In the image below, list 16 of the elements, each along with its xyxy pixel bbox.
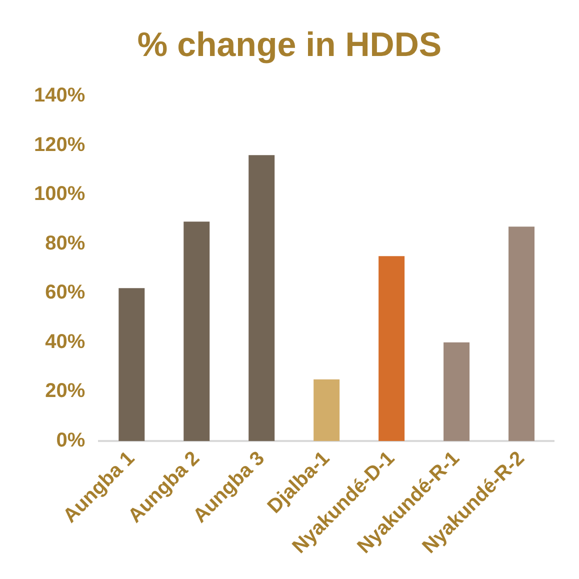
y-tick-label: 100% (34, 183, 86, 206)
y-tick-label: 120% (34, 134, 86, 156)
y-tick-label: 140% (34, 84, 86, 107)
y-tick-label: 80% (45, 232, 86, 254)
y-tick-label: 40% (45, 330, 86, 353)
y-tick-label: 0% (56, 429, 86, 452)
y-tick-label: 20% (45, 380, 86, 402)
bar (248, 155, 275, 441)
bar (508, 226, 535, 441)
y-tick-label: 60% (45, 282, 86, 304)
bar (118, 288, 145, 441)
bar (184, 222, 210, 441)
bar (314, 379, 340, 441)
bar (378, 256, 405, 441)
chart-title: % change in HDDS (136, 26, 443, 66)
bar (444, 342, 470, 441)
